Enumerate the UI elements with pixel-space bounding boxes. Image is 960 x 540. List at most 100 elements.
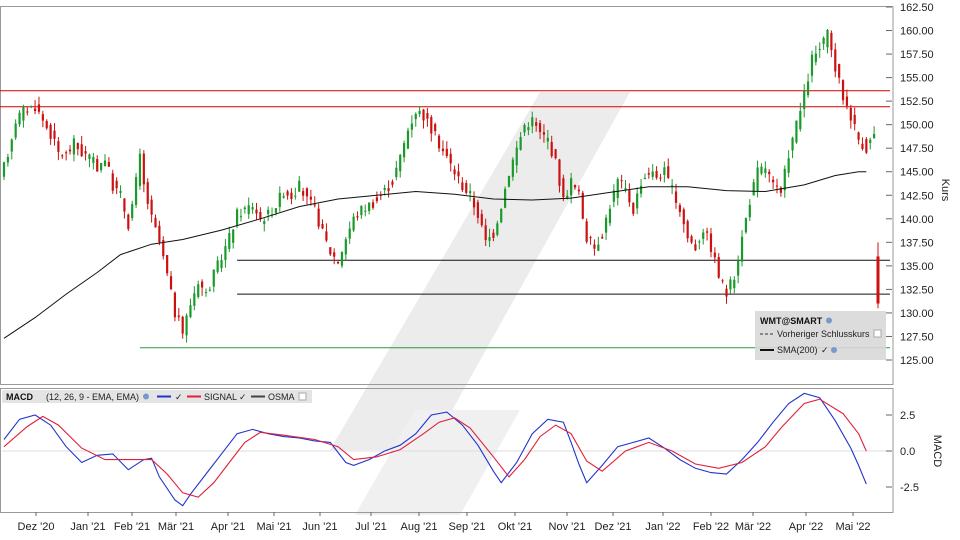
candle-body [760, 166, 763, 174]
price-panel-frame [0, 6, 894, 385]
check-icon: ✓ [239, 392, 247, 402]
y-tick-label: 145.00 [900, 167, 934, 179]
candle-body [336, 261, 340, 264]
candle-body [449, 153, 452, 164]
candle-body [142, 153, 145, 185]
candle-body [663, 167, 666, 175]
candle-body [193, 293, 196, 306]
candle-body [484, 225, 487, 241]
price-legend: WMT@SMART Vorheriger Schlusskurs SMA(200) ✓ [755, 311, 886, 360]
candle-body [775, 185, 779, 187]
candle-body [717, 257, 720, 278]
x-tick-label: Jan '21 [70, 521, 105, 533]
candle-body [861, 143, 864, 149]
candle-body [783, 168, 786, 191]
candle-body [542, 132, 546, 135]
candle-body [197, 284, 200, 298]
candle-body [554, 149, 557, 159]
candle-body [96, 159, 99, 172]
x-tick-label: Okt '21 [498, 521, 533, 533]
candle-body [702, 232, 705, 239]
candle-body [208, 289, 211, 291]
y-tick-label: 125.00 [900, 355, 934, 367]
candle-body [779, 187, 782, 193]
candle-body [325, 231, 328, 241]
candle-body [418, 110, 421, 115]
candle-body [628, 190, 631, 203]
candle-body [103, 160, 107, 166]
candlestick-series [2, 28, 880, 343]
candle-body [329, 247, 332, 255]
candle-body [826, 29, 829, 48]
candle-body [511, 159, 514, 177]
candle-body [251, 207, 254, 210]
candle-body [154, 217, 157, 228]
sma200-line [3, 171, 867, 339]
candle-body [577, 189, 580, 192]
candle-body [476, 202, 480, 218]
legend-label-sma: SMA(200) [777, 345, 818, 355]
candle-body [686, 221, 689, 239]
candle-body [274, 208, 278, 213]
candle-body [127, 214, 130, 229]
candle-body [573, 185, 577, 188]
candle-body [134, 177, 138, 205]
candle-body [768, 171, 771, 175]
candle-body [259, 211, 262, 220]
x-tick-label: Dez '21 [595, 521, 632, 533]
candle-body [437, 135, 441, 149]
candle-body [740, 236, 744, 262]
macd-panel: -2.5 0.0 2.5 MACD MACD (12, 26, 9 - EMA, EMA)… [0, 388, 943, 513]
candle-body [678, 205, 681, 213]
candle-body [721, 280, 724, 282]
candle-body [690, 236, 693, 243]
candle-body [445, 148, 448, 156]
y-tick-label: 150.00 [900, 120, 934, 132]
candle-body [166, 255, 169, 274]
candle-body [709, 233, 713, 252]
candle-body [772, 179, 775, 183]
candle-body [515, 147, 518, 166]
candle-body [286, 191, 289, 196]
candle-body [756, 167, 759, 191]
y-tick-label: 157.50 [900, 49, 934, 61]
candle-body [177, 315, 180, 318]
candle-body [53, 130, 56, 139]
candle-body [72, 138, 76, 155]
candle-body [744, 218, 748, 233]
candle-body [426, 113, 429, 119]
candle-body [131, 204, 134, 219]
candle-body [173, 292, 177, 318]
candle-body [869, 139, 872, 144]
candle-body [391, 181, 394, 185]
candle-body [298, 180, 301, 192]
candle-body [845, 96, 849, 106]
candle-body [834, 49, 837, 72]
candle-body [818, 49, 821, 51]
candle-body [364, 210, 367, 212]
settings-icon [826, 317, 832, 324]
x-tick-label: Jan '22 [645, 521, 680, 533]
candle-body [795, 120, 798, 143]
candle-body [733, 279, 736, 289]
macd-series-signal [3, 398, 867, 498]
x-tick-label: Mai '22 [835, 521, 870, 533]
candle-body [49, 124, 52, 139]
candle-body [115, 180, 118, 189]
candle-body [472, 197, 476, 208]
candle-body [92, 156, 95, 163]
y-tick-label: 162.50 [900, 2, 934, 14]
macd-y-tick-label: -2.5 [900, 482, 919, 494]
candle-body [61, 155, 64, 157]
candle-body [375, 197, 379, 202]
candle-body [830, 32, 833, 51]
candle-body [729, 279, 732, 290]
candle-body [737, 260, 740, 276]
candle-body [841, 80, 845, 101]
candle-body [387, 188, 390, 192]
candle-body [566, 195, 569, 199]
legend-checkbox [873, 329, 882, 338]
macd-params: (12, 26, 9 - EMA, EMA) [46, 392, 139, 402]
candle-body [752, 182, 755, 196]
